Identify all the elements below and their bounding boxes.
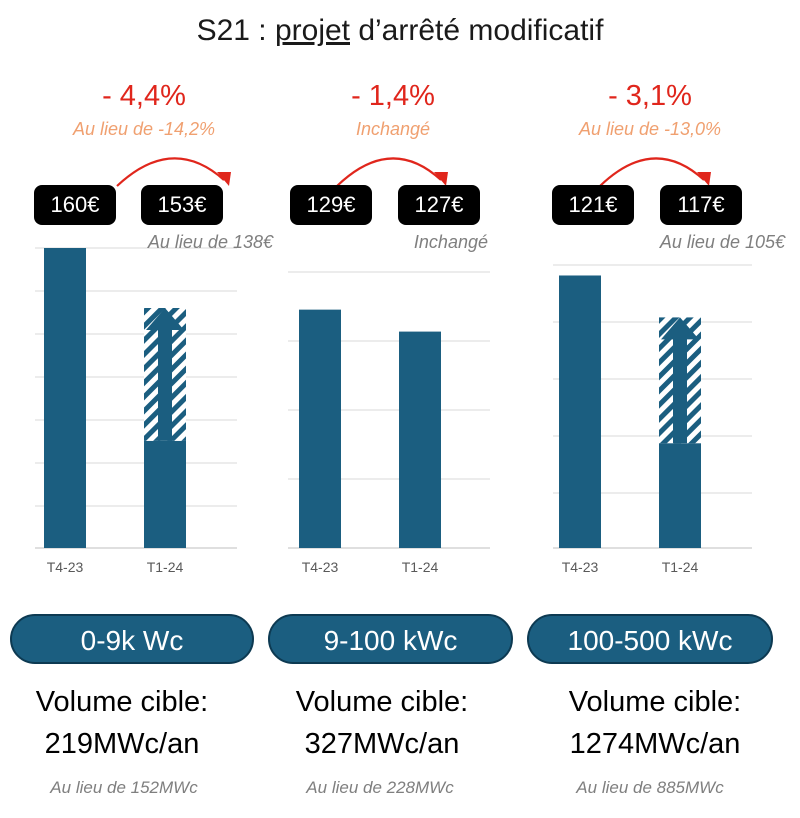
bar-1-2 — [144, 440, 186, 548]
price-change-arrow — [116, 157, 225, 187]
volume-value-3: 1274MWc/an — [569, 728, 741, 760]
price-change-arrowhead — [434, 172, 448, 186]
x-tick-label: T1-24 — [402, 559, 439, 575]
segment-pill-1: 0-9k Wc — [10, 614, 254, 664]
arrow-head-3 — [661, 317, 699, 340]
x-tick-label: T4-23 — [302, 559, 339, 575]
volume-note-2: Au lieu de 228MWc — [306, 778, 454, 797]
price-before-2: 129€ — [290, 185, 372, 225]
arrow-shaft-1 — [158, 326, 172, 441]
price-before-1: 160€ — [34, 185, 116, 225]
arrow-head-1 — [146, 308, 184, 330]
segment-pill-2: 9-100 kWc — [268, 614, 513, 664]
volume-note-1: Au lieu de 152MWc — [50, 778, 198, 797]
price-change-arrowhead — [217, 172, 231, 186]
volume-label-1: Volume cible: — [35, 686, 209, 718]
x-tick-label: T1-24 — [662, 559, 699, 575]
volume-note-3: Au lieu de 885MWc — [576, 778, 724, 797]
bar-3-2 — [659, 443, 701, 548]
x-tick-label: T1-24 — [147, 559, 184, 575]
x-tick-label: T4-23 — [562, 559, 599, 575]
volume-value-1: 219MWc/an — [44, 728, 200, 760]
change-note-2: Inchangé — [355, 119, 431, 139]
price-after-1: 153€ — [141, 185, 223, 225]
bar-3-1 — [559, 275, 601, 548]
price-before-3: 121€ — [552, 185, 634, 225]
title-prefix: S21 : — [196, 14, 275, 47]
price-change-arrow — [599, 157, 705, 187]
title-underlined: projet — [274, 14, 350, 47]
bar-2-1 — [299, 309, 341, 548]
change-percent-1: - 4,4% — [102, 80, 186, 112]
price-note-1: Au lieu de 138€ — [147, 232, 273, 252]
segment-pill-3: 100-500 kWc — [527, 614, 773, 664]
volume-value-2: 327MWc/an — [304, 728, 460, 760]
change-percent-3: - 3,1% — [608, 80, 692, 112]
bar-2-2 — [399, 331, 441, 548]
price-note-2: Inchangé — [413, 232, 488, 252]
change-note-1: Au lieu de -14,2% — [72, 119, 216, 139]
page-title: S21 : projet d’arrêté modificatif — [0, 14, 800, 48]
price-change-arrow — [336, 157, 442, 187]
arrow-shaft-3 — [673, 335, 687, 444]
price-after-3: 117€ — [660, 185, 742, 225]
title-suffix: d’arrêté modificatif — [350, 14, 604, 47]
price-after-2: 127€ — [398, 185, 480, 225]
change-percent-2: - 1,4% — [351, 80, 435, 112]
change-note-3: Au lieu de -13,0% — [578, 119, 722, 139]
volume-label-3: Volume cible: — [568, 686, 742, 718]
x-tick-label: T4-23 — [47, 559, 84, 575]
bar-1-1 — [44, 248, 86, 548]
price-change-arrowhead — [697, 172, 711, 186]
price-note-3: Au lieu de 105€ — [659, 232, 785, 252]
volume-label-2: Volume cible: — [295, 686, 469, 718]
